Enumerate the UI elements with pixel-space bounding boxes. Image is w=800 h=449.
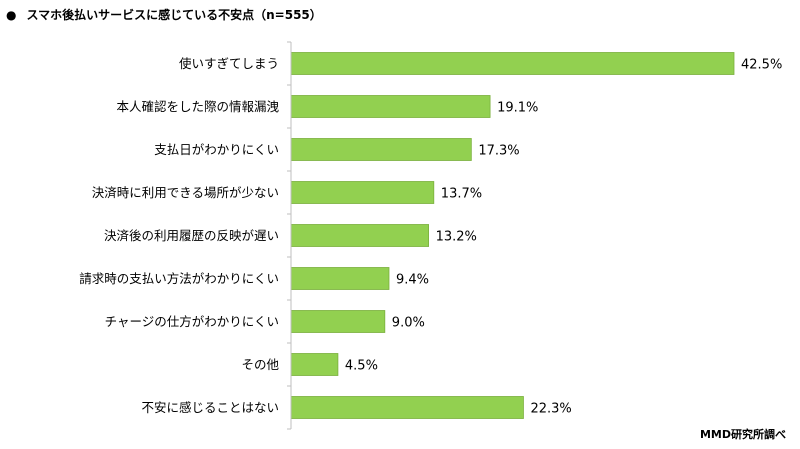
bullet-icon: ● — [6, 8, 17, 22]
category-label: 本人確認をした際の情報漏洩 — [116, 99, 279, 114]
bar — [290, 310, 386, 333]
value-label: 22.3% — [530, 402, 571, 417]
value-label: 42.5% — [741, 58, 782, 73]
category-label: 決済後の利用履歴の反映が遅い — [104, 228, 279, 243]
value-label: 9.4% — [396, 273, 429, 288]
category-label: 支払日がわかりにくい — [154, 142, 279, 157]
bar — [290, 396, 524, 419]
bar — [290, 267, 390, 290]
category-label: 使いすぎてしまう — [179, 56, 279, 71]
bar — [290, 52, 735, 75]
source-note: MMD研究所調べ — [699, 428, 786, 441]
chart-title: ● スマホ後払いサービスに感じている不安点（n=555） — [6, 6, 322, 23]
value-label: 13.7% — [441, 187, 482, 202]
value-label: 4.5% — [345, 359, 378, 374]
category-label: 決済時に利用できる場所が少ない — [92, 185, 279, 200]
category-label: チャージの仕方がわかりにくい — [105, 314, 279, 329]
chart-title-text: スマホ後払いサービスに感じている不安点（n=555） — [26, 8, 322, 22]
bar — [290, 95, 491, 118]
value-label: 9.0% — [392, 316, 425, 331]
category-label: その他 — [241, 357, 279, 372]
bar — [290, 138, 472, 161]
bar — [290, 353, 339, 376]
bar — [290, 224, 429, 247]
value-label: 19.1% — [497, 101, 538, 116]
category-label: 不安に感じることはない — [141, 400, 279, 415]
value-label: 17.3% — [478, 144, 519, 159]
bar — [290, 181, 435, 204]
value-label: 13.2% — [436, 230, 477, 245]
category-label: 請求時の支払い方法がわかりにくい — [79, 271, 279, 286]
